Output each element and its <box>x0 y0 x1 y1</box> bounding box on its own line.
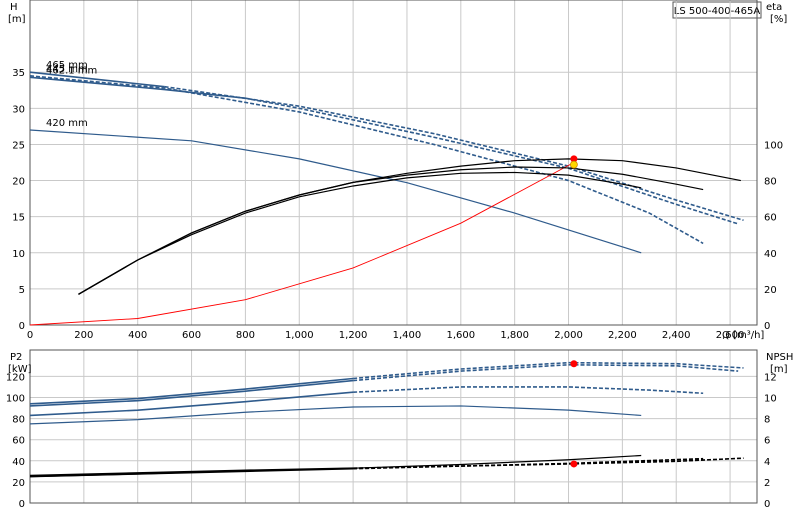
series-line-dashed <box>353 361 744 380</box>
y-left-tick-label: 0 <box>19 321 25 332</box>
y-left-tick-label: 60 <box>12 436 25 447</box>
series-line <box>29 129 642 254</box>
series-line <box>29 405 642 425</box>
y-left-tick-label: 100 <box>6 393 25 404</box>
x-tick-label: 1,400 <box>393 330 422 341</box>
y-right-tick-label: 20 <box>764 285 777 296</box>
y-right-tick-label: 60 <box>764 213 777 224</box>
y-right-tick-label: 6 <box>764 436 770 447</box>
x-tick-label: 1,200 <box>339 330 368 341</box>
series-line-solid <box>29 71 165 88</box>
y-left-tick-label: 5 <box>19 285 25 296</box>
series-label: 445 mm <box>46 64 88 75</box>
operating-point <box>570 160 578 169</box>
x-tick-label: 600 <box>182 330 201 341</box>
series-line <box>78 158 741 295</box>
series-line-dashed <box>353 457 744 469</box>
y-left-tick-label: 40 <box>12 457 25 468</box>
series-line-dashed <box>353 457 704 470</box>
model-label: LS 500-400-465A <box>674 6 761 17</box>
y-left-tick-label: 0 <box>19 499 25 510</box>
series-label: 420 mm <box>46 118 88 129</box>
y-left-tick-label: 10 <box>12 249 25 260</box>
series-line <box>78 166 704 295</box>
series-line-solid <box>29 76 246 100</box>
operating-point <box>570 155 578 163</box>
series-label: 465 mm <box>46 60 88 71</box>
operating-point <box>570 360 578 368</box>
series-line-solid <box>29 379 354 407</box>
series-label: 462.1 mm <box>46 65 97 76</box>
plot-frame <box>29 349 758 504</box>
y-right-tick-label: 8 <box>764 415 770 426</box>
x-tick-label: 1,000 <box>285 330 314 341</box>
y-left-tick-label: 30 <box>12 104 25 115</box>
y-right-tick-label: 0 <box>764 321 770 332</box>
y-right-tick-label: 40 <box>764 249 777 260</box>
model-label-box: LS 500-400-465A <box>672 1 762 19</box>
head-efficiency-plot: 0 5 10 15 20 25 30 35 0 20 40 60 80 100 H[m] eta[%] 0 200… <box>8 0 787 341</box>
power-npsh-plot: 0 20 40 60 80 100 120 0 2 4 6 8 10 12 P2[kW] NPSH[m] <box>6 349 793 510</box>
series-line-dashed <box>245 97 739 225</box>
y-left-tick-label: 35 <box>12 68 25 79</box>
x-tick-label: 2,000 <box>554 330 583 341</box>
series-line-dashed <box>29 75 704 245</box>
y-left-tick-label: 15 <box>12 213 25 224</box>
series-line <box>29 162 575 326</box>
y-left-tick-label: 25 <box>12 140 25 151</box>
y-left-tick-label: 20 <box>12 478 25 489</box>
series-line-solid <box>29 467 354 477</box>
x-tick-label: 200 <box>74 330 93 341</box>
x-tick-label: 0 <box>27 330 33 341</box>
plot-frame <box>29 0 758 326</box>
x-axis-label: Q [m³/h] <box>722 330 764 341</box>
y-right-tick-label: 10 <box>764 393 777 404</box>
x-tick-label: 800 <box>236 330 255 341</box>
y-right-tick-label: 12 <box>764 372 777 383</box>
y-right-axis-label: eta <box>766 2 782 13</box>
x-tick-label: 2,400 <box>662 330 691 341</box>
series-line-solid <box>29 377 354 405</box>
x-tick-label: 400 <box>128 330 147 341</box>
y-left-tick-label: 20 <box>12 177 25 188</box>
series-line <box>78 171 642 295</box>
x-tick-label: 1,600 <box>446 330 475 341</box>
y-right-axis-label: NPSH <box>766 352 793 363</box>
x-tick-label: 2,200 <box>608 330 637 341</box>
y-left-axis-label: H <box>10 2 18 13</box>
x-tick-label: 2,600 <box>716 330 745 341</box>
y-right-tick-label: 2 <box>764 478 770 489</box>
y-left-axis-label: P2 <box>10 352 22 363</box>
x-tick-label: 1,800 <box>500 330 529 341</box>
y-right-tick-label: 4 <box>764 457 770 468</box>
series-line-dashed <box>353 363 739 382</box>
operating-point <box>570 460 578 468</box>
series-line-dashed <box>353 386 704 395</box>
y-left-tick-label: 80 <box>12 415 25 426</box>
y-right-tick-label: 100 <box>764 140 783 151</box>
y-left-tick-label: 120 <box>6 372 25 383</box>
y-right-tick-label: 0 <box>764 499 770 510</box>
y-right-axis-unit: [%] <box>770 14 787 25</box>
y-right-tick-label: 80 <box>764 177 777 188</box>
y-left-axis-unit: [kW] <box>8 364 32 375</box>
series-line-dashed <box>164 85 744 222</box>
y-right-axis-unit: [m] <box>770 364 788 375</box>
y-left-axis-unit: [m] <box>8 14 26 25</box>
series-line-solid <box>29 391 354 417</box>
